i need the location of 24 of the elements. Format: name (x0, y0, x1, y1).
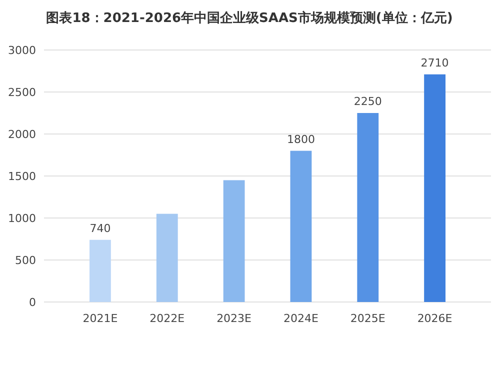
x-tick-label: 2025E (350, 312, 386, 325)
x-tick-label: 2024E (283, 312, 318, 325)
bar (357, 113, 379, 302)
data-label: 740 (90, 222, 111, 235)
y-tick-label: 1000 (8, 212, 36, 225)
x-tick-label: 2023E (216, 312, 252, 325)
y-tick-label: 0 (29, 296, 36, 309)
bar (223, 180, 245, 302)
x-tick-label: 2021E (82, 312, 118, 325)
y-tick-label: 1500 (8, 170, 36, 183)
y-tick-label: 2000 (8, 128, 36, 141)
bar (90, 240, 111, 302)
y-tick-label: 2500 (8, 86, 36, 99)
x-tick-label: 2026E (417, 312, 452, 325)
data-label: 2710 (420, 56, 449, 70)
bar (156, 214, 178, 302)
data-label: 1800 (286, 132, 315, 146)
bar (424, 74, 446, 302)
y-tick-label: 3000 (8, 44, 36, 57)
y-tick-label: 500 (15, 254, 36, 267)
data-label: 2250 (354, 95, 382, 108)
chart-title: 图表18：2021-2026年中国企业级SAAS市场规模预测(单位：亿元) (46, 10, 453, 26)
bar (290, 150, 312, 302)
x-tick-label: 2022E (150, 312, 185, 325)
